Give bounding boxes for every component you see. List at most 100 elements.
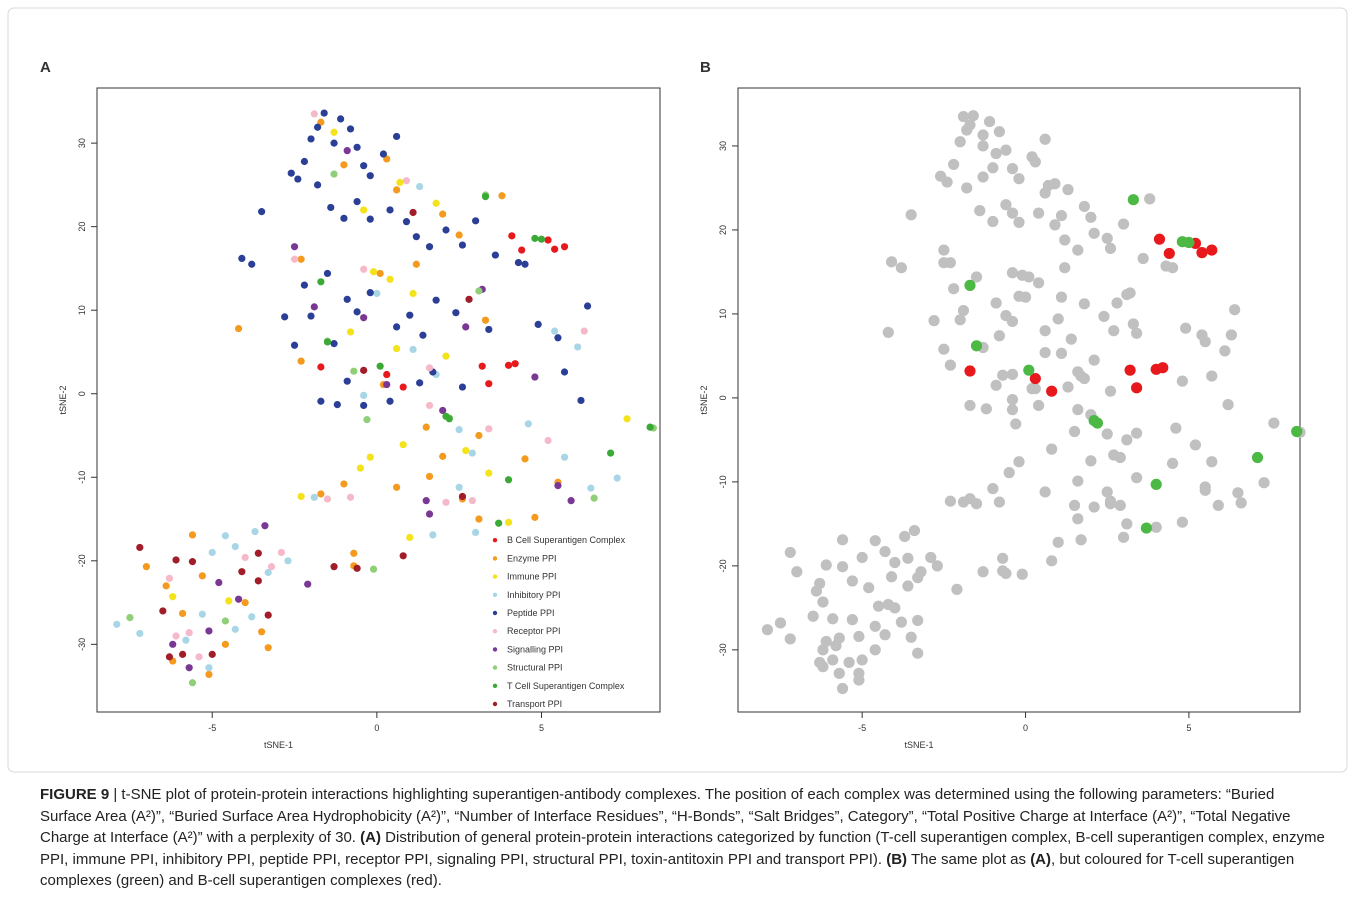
point (508, 232, 516, 240)
point (1052, 313, 1064, 325)
point (970, 498, 983, 510)
point (987, 483, 999, 495)
point (1180, 322, 1192, 334)
point (1088, 354, 1100, 366)
y-axis-label: tSNE-2 (58, 385, 68, 414)
point (333, 400, 341, 409)
point (856, 654, 868, 666)
point (208, 650, 216, 658)
point (948, 158, 960, 171)
legend-marker (492, 683, 498, 688)
point (987, 162, 999, 174)
point (1000, 567, 1012, 580)
point (185, 629, 193, 637)
point (340, 214, 348, 222)
caption-text: | t-SNE plot of protein-protein interact… (40, 786, 1291, 846)
point (455, 483, 463, 491)
point (928, 315, 940, 327)
point (205, 627, 213, 635)
point (1078, 200, 1090, 213)
y-tick-label: 30 (718, 141, 728, 151)
point (623, 415, 631, 423)
point (531, 234, 539, 242)
point (961, 124, 973, 136)
point (1088, 501, 1100, 513)
point (879, 629, 891, 641)
point (964, 365, 976, 377)
point (379, 150, 388, 158)
point (1023, 364, 1035, 376)
point (1013, 456, 1025, 468)
point (905, 209, 917, 221)
point (1137, 252, 1149, 265)
point (198, 610, 206, 618)
point (383, 370, 391, 379)
point (205, 664, 213, 672)
point (948, 283, 960, 295)
point (807, 610, 819, 622)
point (554, 334, 562, 342)
point (977, 171, 989, 183)
point (366, 453, 374, 461)
y-tick-label: -10 (77, 471, 87, 484)
point (524, 420, 532, 428)
point (941, 176, 953, 188)
point (1062, 381, 1074, 393)
point (113, 620, 121, 628)
point (221, 640, 230, 648)
point (613, 474, 621, 482)
point (343, 377, 351, 385)
point (337, 115, 345, 123)
point (1117, 218, 1130, 230)
point (1111, 297, 1123, 309)
point (1176, 375, 1188, 387)
point (843, 656, 855, 669)
point (836, 534, 849, 546)
point (912, 614, 924, 627)
point (323, 269, 332, 278)
point (944, 359, 956, 371)
point (360, 206, 368, 214)
caption-ref: (B) (886, 850, 908, 868)
point (340, 480, 348, 488)
point (409, 345, 417, 354)
point (330, 170, 338, 178)
point (485, 425, 493, 433)
legend-label: Immune PPI (507, 572, 557, 582)
point (165, 653, 174, 661)
point (820, 635, 832, 648)
point (425, 472, 434, 481)
y-tick-label: 10 (77, 305, 87, 315)
point (254, 549, 262, 557)
point (399, 552, 407, 560)
point (1104, 385, 1117, 397)
point (264, 611, 272, 619)
point (485, 325, 493, 334)
point (961, 182, 973, 194)
point (514, 258, 523, 267)
figure-frame (7, 7, 1348, 773)
point (1006, 315, 1019, 328)
point (784, 633, 796, 645)
point (863, 582, 875, 594)
point (1065, 333, 1077, 345)
point (1006, 393, 1019, 406)
point (313, 181, 322, 189)
point (1166, 457, 1179, 470)
point (169, 640, 177, 648)
legend-marker (492, 556, 498, 561)
point (1000, 199, 1012, 211)
point (231, 543, 239, 551)
legend-label: B Cell Superantigen Complex (507, 535, 626, 545)
point (504, 476, 513, 484)
legend-label: Inhibitory PPI (507, 590, 561, 600)
point (853, 667, 865, 679)
point (267, 563, 276, 571)
point (409, 208, 417, 217)
point (551, 327, 559, 335)
point (393, 186, 401, 194)
point (439, 210, 447, 218)
point (277, 548, 285, 557)
